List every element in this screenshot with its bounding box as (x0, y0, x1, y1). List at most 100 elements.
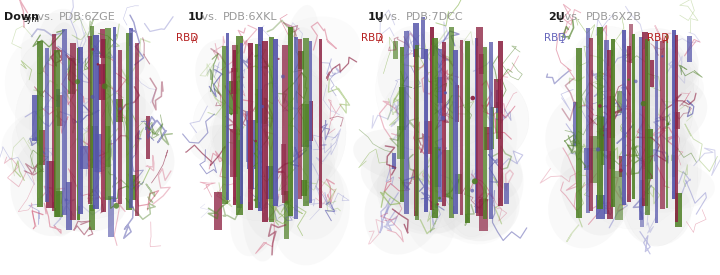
Ellipse shape (261, 105, 264, 108)
Bar (298, 51, 304, 69)
Text: RBD: RBD (361, 33, 384, 43)
Ellipse shape (654, 48, 686, 132)
Bar (294, 55, 295, 210)
Bar (495, 101, 501, 139)
Bar (78, 63, 80, 206)
Bar (135, 43, 139, 216)
Bar (236, 37, 243, 215)
Ellipse shape (410, 134, 476, 201)
Bar (94, 52, 96, 200)
Bar (309, 41, 312, 203)
Ellipse shape (217, 55, 327, 128)
Ellipse shape (560, 139, 629, 235)
Bar (646, 56, 647, 207)
Bar (404, 31, 409, 214)
Bar (127, 51, 128, 202)
Ellipse shape (208, 55, 271, 122)
Ellipse shape (416, 38, 498, 117)
Ellipse shape (384, 122, 470, 229)
Bar (319, 39, 322, 208)
Bar (642, 32, 648, 206)
Ellipse shape (65, 64, 99, 120)
Bar (269, 37, 274, 222)
Bar (240, 59, 241, 196)
Ellipse shape (57, 87, 155, 169)
Bar (392, 153, 397, 169)
Bar (113, 44, 114, 193)
Bar (449, 27, 454, 218)
Text: vs.: vs. (198, 12, 221, 22)
Ellipse shape (392, 72, 461, 136)
Ellipse shape (364, 159, 446, 255)
Ellipse shape (30, 48, 112, 173)
Bar (605, 58, 606, 205)
Text: Down: Down (4, 12, 39, 22)
Bar (301, 180, 307, 196)
Bar (453, 50, 459, 214)
Ellipse shape (259, 135, 333, 191)
Ellipse shape (420, 39, 500, 126)
Bar (504, 183, 509, 204)
Bar (484, 127, 492, 150)
Bar (289, 46, 290, 207)
Ellipse shape (10, 131, 101, 236)
Ellipse shape (458, 148, 523, 203)
Bar (644, 39, 650, 215)
Bar (584, 148, 592, 170)
Bar (660, 41, 665, 209)
Bar (54, 50, 60, 216)
Bar (93, 35, 99, 209)
Ellipse shape (371, 133, 449, 209)
Ellipse shape (463, 80, 503, 122)
Bar (483, 47, 487, 219)
Bar (598, 45, 600, 200)
Ellipse shape (635, 60, 704, 109)
Ellipse shape (623, 178, 691, 246)
Ellipse shape (48, 62, 138, 133)
Bar (89, 205, 95, 230)
Ellipse shape (45, 150, 143, 219)
Ellipse shape (190, 125, 256, 165)
Bar (608, 50, 613, 219)
Ellipse shape (620, 51, 698, 106)
Ellipse shape (377, 149, 474, 235)
Bar (107, 45, 108, 191)
Ellipse shape (397, 44, 500, 143)
Bar (661, 58, 662, 200)
Bar (55, 66, 56, 208)
Bar (89, 53, 90, 195)
Bar (665, 34, 668, 208)
Bar (455, 84, 459, 122)
Ellipse shape (240, 58, 322, 122)
Bar (424, 65, 426, 204)
Bar (465, 60, 467, 214)
Bar (675, 35, 678, 222)
Bar (119, 66, 120, 197)
Bar (608, 151, 615, 169)
Ellipse shape (119, 107, 122, 110)
Ellipse shape (67, 50, 161, 132)
Ellipse shape (30, 120, 90, 195)
Bar (126, 33, 132, 210)
Bar (248, 60, 250, 202)
Bar (438, 64, 440, 194)
Ellipse shape (84, 31, 132, 114)
Bar (433, 147, 441, 187)
Ellipse shape (599, 59, 694, 126)
Ellipse shape (212, 97, 271, 167)
Bar (117, 99, 123, 122)
Bar (136, 60, 137, 208)
Bar (231, 68, 237, 94)
Bar (70, 43, 76, 220)
Text: A: A (192, 36, 198, 45)
Bar (573, 102, 578, 146)
Bar (68, 58, 76, 94)
Bar (66, 182, 72, 230)
Ellipse shape (410, 171, 500, 240)
Ellipse shape (578, 111, 649, 164)
Ellipse shape (207, 125, 272, 184)
Bar (274, 39, 278, 206)
Bar (240, 43, 243, 204)
Bar (237, 160, 243, 208)
Ellipse shape (45, 22, 78, 106)
